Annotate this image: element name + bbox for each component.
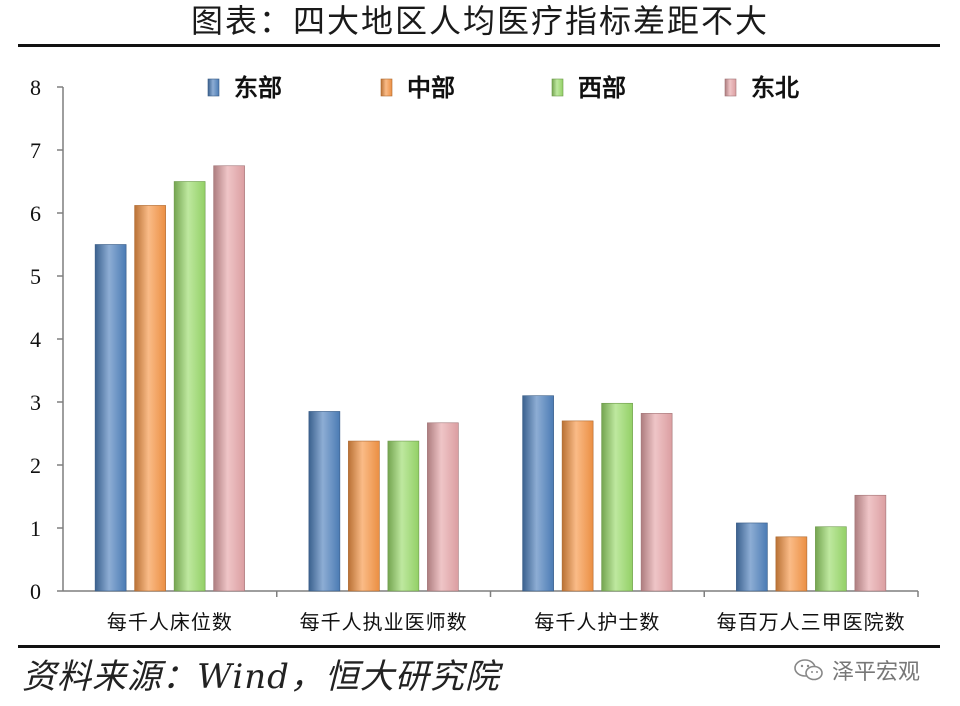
bar bbox=[601, 402, 633, 592]
bar bbox=[213, 165, 245, 592]
legend-label: 中部 bbox=[407, 74, 455, 102]
x-tick-label: 每千人床位数 bbox=[107, 610, 233, 634]
x-tick-label: 每千人执业医师数 bbox=[300, 610, 468, 634]
legend-label: 东北 bbox=[751, 74, 799, 102]
legend-swatch bbox=[724, 78, 737, 97]
chart-title: 图表：四大地区人均医疗指标差距不大 bbox=[190, 2, 769, 40]
y-tick-label: 7 bbox=[30, 138, 41, 163]
bar-chart: 东部 中部 西部 东北 012345678 每千人床位数 每千人执业医师数 每千人护士数每… bbox=[30, 74, 919, 634]
bar bbox=[427, 422, 459, 592]
bar bbox=[173, 181, 206, 592]
watermark: 泽平宏观 bbox=[794, 650, 920, 690]
y-tick-label: 2 bbox=[30, 453, 41, 478]
source-note: 资料来源：Wind，恒大研究院 bbox=[22, 657, 500, 697]
bar bbox=[640, 413, 673, 592]
bar bbox=[561, 420, 594, 592]
wechat-icon bbox=[794, 659, 823, 681]
chart-bars bbox=[94, 165, 887, 592]
legend-label: 西部 bbox=[578, 74, 626, 102]
bar bbox=[134, 205, 166, 592]
title-rule bbox=[18, 44, 940, 47]
bar bbox=[736, 522, 768, 592]
y-tick-label: 1 bbox=[30, 516, 41, 541]
y-tick-label: 4 bbox=[30, 327, 41, 352]
y-tick-label: 6 bbox=[30, 201, 41, 226]
chart-legend: 东部 中部 西部 东北 bbox=[207, 74, 799, 102]
bar bbox=[522, 395, 554, 592]
bar bbox=[815, 526, 847, 592]
x-tick-label: 每百万人三甲医院数 bbox=[717, 610, 906, 634]
bar bbox=[854, 494, 887, 592]
bar bbox=[94, 244, 127, 592]
bar bbox=[348, 440, 380, 592]
chart-axes: 0 1 2 3 4 5 6 7 8 bbox=[30, 75, 919, 604]
x-tick-label: 每千人护士数 bbox=[534, 610, 660, 634]
legend-label: 东部 bbox=[234, 74, 282, 102]
bar bbox=[775, 536, 808, 592]
y-tick-label: 8 bbox=[30, 75, 41, 100]
legend-swatch bbox=[380, 78, 393, 97]
y-tick-label: 0 bbox=[30, 579, 41, 604]
watermark-text: 泽平宏观 bbox=[831, 660, 920, 685]
legend-swatch bbox=[551, 78, 564, 97]
bar bbox=[387, 440, 420, 592]
bar bbox=[308, 411, 341, 592]
x-axis-labels: 每千人床位数 每千人执业医师数 每千人护士数 每百万人三甲医院数 bbox=[107, 610, 906, 634]
footer-rule bbox=[18, 645, 940, 648]
y-tick-label: 3 bbox=[30, 390, 41, 415]
y-tick-label: 5 bbox=[30, 264, 41, 289]
legend-swatch bbox=[207, 78, 220, 97]
